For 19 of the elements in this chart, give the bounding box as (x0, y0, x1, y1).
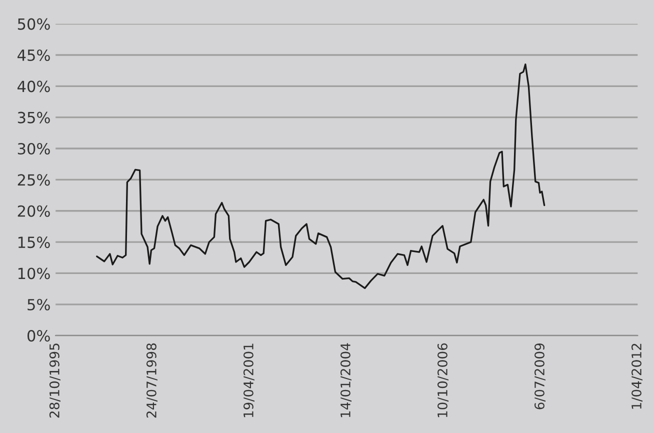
x-tick-label: 6/07/2009 (534, 343, 546, 410)
x-tick-label: 28/10/1995 (49, 344, 60, 418)
y-tick-label: 10% (18, 268, 50, 280)
x-tick-label: 10/10/2006 (437, 343, 448, 418)
y-tick-label: 0% (28, 330, 50, 342)
y-tick-label: 20% (18, 205, 50, 217)
x-tick-label: 24/07/1998 (146, 343, 158, 418)
y-tick-label: 5% (28, 298, 50, 310)
y-tick-label: 45% (18, 49, 50, 62)
x-tick-label: 1/04/2012 (632, 344, 643, 409)
y-tick-label: 15% (18, 236, 50, 248)
line-series (96, 64, 546, 290)
y-tick-label: 40% (18, 80, 50, 92)
x-tick-label: 19/04/2001 (243, 344, 254, 418)
y-tick-label: 35% (18, 112, 50, 124)
y-tick-label: 30% (18, 142, 50, 155)
y-tick-label: 50% (18, 18, 50, 30)
x-tick-label: 14/01/2004 (340, 343, 352, 418)
y-tick-label: 25% (18, 174, 50, 186)
